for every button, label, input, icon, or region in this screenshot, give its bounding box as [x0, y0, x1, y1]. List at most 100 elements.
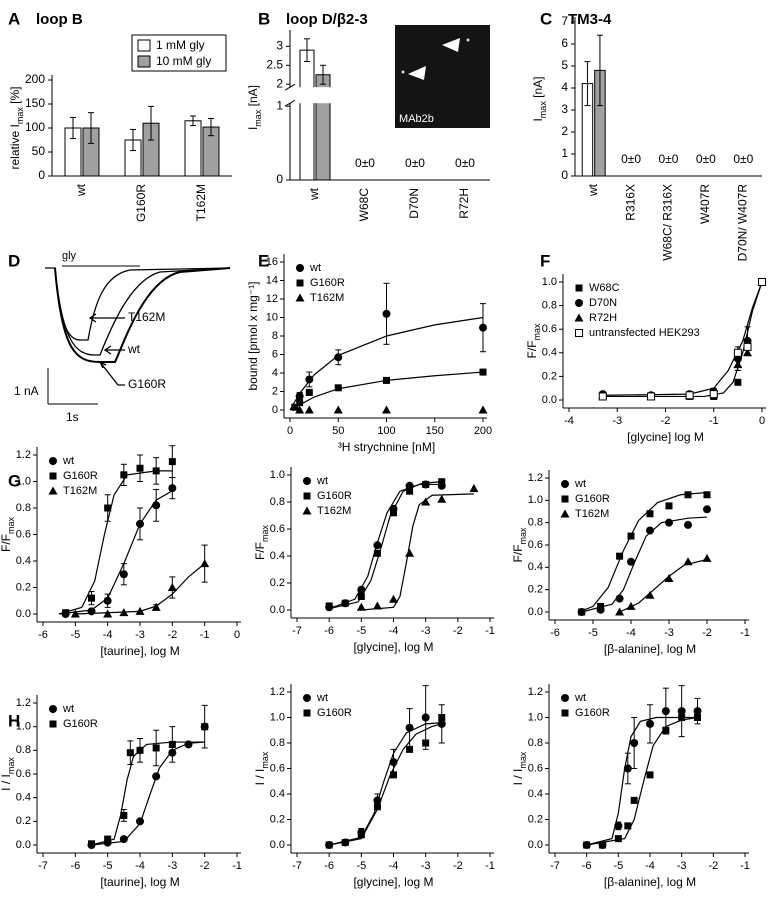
- fit-curve: [586, 716, 698, 846]
- x-tick-label: 0: [234, 629, 240, 641]
- point: [646, 510, 654, 518]
- y-tick-label: 2: [276, 76, 283, 90]
- x-tick-label: -3: [677, 860, 687, 872]
- y-tick-label: 1.2: [528, 686, 543, 698]
- x-axis-label: [taurine], log M: [100, 644, 179, 658]
- y-axis-label: Imax [nA]: [246, 85, 263, 130]
- y-tick-label: 0.8: [542, 300, 557, 312]
- x-tick-label: -5: [356, 860, 366, 872]
- point: [583, 841, 591, 849]
- panel-title: TM3-4: [568, 11, 612, 28]
- point: [152, 501, 161, 510]
- point: [120, 471, 128, 479]
- arrow: [103, 345, 125, 355]
- y-axis-label-part: I / I: [511, 769, 525, 786]
- x-tick-label: -6: [38, 629, 48, 641]
- y-tick-label: 0.6: [270, 762, 285, 774]
- y-tick-label: 1: [276, 98, 283, 112]
- y-axis-label-part: max: [6, 757, 16, 775]
- y-axis-label: I / Imax: [253, 751, 270, 785]
- x-tick-label: T162M: [194, 184, 208, 221]
- x-tick-label: -5: [356, 625, 366, 637]
- legend-marker: [303, 709, 311, 717]
- point: [62, 609, 70, 617]
- point: [136, 817, 144, 826]
- x-tick-label: R72H: [457, 188, 471, 219]
- point: [422, 480, 430, 488]
- y-tick-label: 0.4: [528, 788, 543, 800]
- point: [733, 348, 742, 357]
- trace-label: G160R: [128, 377, 166, 391]
- point: [469, 484, 479, 492]
- point: [693, 707, 702, 716]
- y-tick-label: 1.0: [16, 721, 31, 733]
- legend-marker: [49, 472, 57, 480]
- x-tick-label: -4: [103, 629, 113, 641]
- point: [103, 609, 113, 618]
- panel-letter: C: [540, 9, 552, 28]
- y-tick-label: 1.2: [16, 449, 31, 461]
- legend-marker: [561, 495, 569, 503]
- scale-label: 1s: [66, 410, 79, 424]
- point: [390, 771, 397, 779]
- legend-label: W68C: [589, 282, 620, 294]
- legend-marker: [303, 477, 311, 485]
- y-tick-label: 1: [561, 146, 568, 160]
- x-tick-label: -2: [453, 860, 463, 872]
- value-label: 0±0: [455, 156, 475, 170]
- point: [333, 405, 343, 414]
- y-tick-label: 5: [561, 58, 568, 72]
- y-tick-label: 0: [38, 168, 45, 182]
- y-tick-label: 1.0: [542, 276, 557, 288]
- fit-curve: [581, 516, 708, 613]
- x-tick-label: -6: [324, 625, 334, 637]
- y-axis-label-part: F/F: [0, 534, 13, 552]
- x-tick-label: 150: [426, 425, 444, 437]
- y-tick-label: 0.4: [270, 788, 285, 800]
- y-tick-label: 3: [276, 39, 283, 53]
- x-tick-label: W407R: [698, 184, 712, 224]
- point: [382, 405, 391, 414]
- point: [152, 467, 160, 475]
- point: [372, 601, 382, 610]
- point: [291, 403, 299, 411]
- legend-label: untransfected HEK293: [589, 327, 700, 339]
- y-axis-label-part: max: [518, 751, 528, 769]
- x-tick-label: -3: [612, 415, 622, 427]
- x-tick-label: -1: [200, 629, 210, 641]
- y-tick-label: 1.0: [528, 494, 543, 506]
- legend-label: T162M: [317, 505, 351, 517]
- point: [405, 723, 414, 732]
- y-tick-label: 0.2: [528, 584, 543, 596]
- x-tick-label: 0: [287, 425, 293, 437]
- y-axis-label: F/Fmax: [0, 517, 16, 553]
- point: [341, 599, 349, 607]
- x-tick-label: -6: [70, 860, 80, 872]
- y-tick-label: 0.4: [16, 555, 31, 567]
- x-tick-label: 200: [474, 425, 492, 437]
- x-tick-label: -4: [135, 860, 145, 872]
- point: [152, 772, 161, 781]
- point: [661, 707, 670, 716]
- point: [665, 502, 673, 510]
- point: [758, 278, 766, 286]
- point: [135, 606, 145, 615]
- x-tick-label: R316X: [623, 184, 637, 221]
- inset-spot: [466, 38, 470, 42]
- point: [382, 309, 391, 318]
- y-tick-label: 6: [561, 36, 568, 50]
- bar: [299, 49, 315, 181]
- point: [151, 602, 161, 611]
- legend-marker: [296, 264, 304, 272]
- point: [677, 707, 686, 716]
- y-axis-label-part: max: [538, 101, 548, 119]
- y-tick-label: 3: [561, 102, 568, 116]
- legend-label: G160R: [63, 718, 98, 730]
- value-label: 0±0: [696, 152, 716, 166]
- x-tick-label: -1: [740, 860, 750, 872]
- point: [152, 744, 160, 752]
- y-tick-label: 0.6: [16, 528, 31, 540]
- x-tick-label: G160R: [134, 184, 148, 222]
- x-tick-label: -4: [645, 860, 655, 872]
- inset-arrow: [442, 38, 460, 52]
